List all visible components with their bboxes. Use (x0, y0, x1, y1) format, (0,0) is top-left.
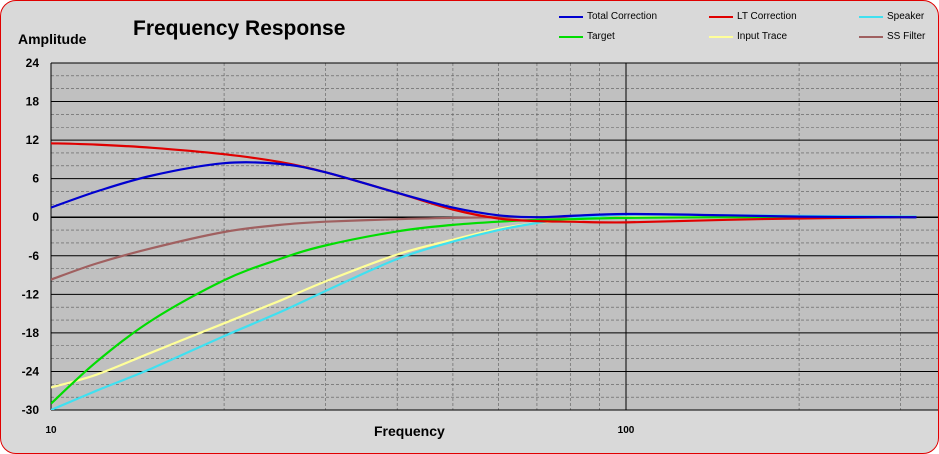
legend-item-ss-filter: SS Filter (859, 31, 925, 42)
legend-label: Total Correction (587, 11, 658, 22)
legend-item-lt-correction: LT Correction (709, 11, 797, 22)
series-line-lt-correction (51, 142, 917, 224)
y-tick-label: -30 (22, 403, 40, 417)
legend-item-total-correction: Total Correction (559, 11, 657, 22)
y-tick-label: 24 (26, 56, 40, 70)
y-tick-label: -12 (22, 287, 40, 301)
series-line-total-correction (51, 161, 917, 219)
y-tick-label: 12 (26, 133, 40, 147)
y-axis-label: Amplitude (18, 31, 87, 47)
legend-swatch (559, 35, 583, 38)
x-tick-label: 10 (45, 425, 57, 436)
x-axis-label: Frequency (374, 423, 445, 439)
legend-swatch (709, 15, 733, 18)
legend-item-speaker: Speaker (859, 11, 924, 22)
y-tick-label: 6 (32, 172, 39, 186)
legend-label: Input Trace (737, 31, 788, 42)
y-tick-label: 18 (26, 95, 40, 109)
y-tick-label: -6 (28, 249, 39, 263)
y-tick-label: -24 (22, 364, 40, 378)
legend-swatch (859, 15, 883, 18)
legend-swatch (709, 35, 733, 38)
y-tick-label: 0 (32, 210, 39, 224)
x-tick-label: 100 (618, 425, 635, 436)
legend-label: SS Filter (887, 31, 926, 42)
y-tick-label: -18 (22, 326, 40, 340)
plot-area (51, 63, 938, 410)
legend-item-input-trace: Input Trace (709, 31, 787, 42)
legend-label: Speaker (887, 11, 925, 22)
legend-label: Target (587, 31, 615, 42)
legend-swatch (559, 15, 583, 18)
chart-title: Frequency Response (133, 17, 346, 40)
legend-item-target: Target (559, 31, 615, 42)
legend-label: LT Correction (737, 11, 797, 22)
legend-swatch (859, 35, 883, 38)
